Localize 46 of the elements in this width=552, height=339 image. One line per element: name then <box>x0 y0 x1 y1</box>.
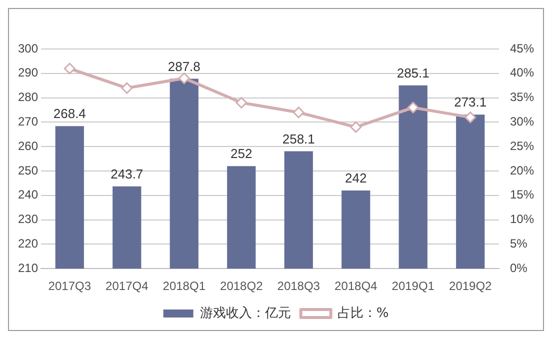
point <box>407 102 419 114</box>
y-tick-label: 260 <box>18 138 38 153</box>
y2-tick-label: 25% <box>510 138 534 153</box>
x-tick-label: 2019Q2 <box>449 279 492 294</box>
y2-tick-label: 35% <box>510 90 534 104</box>
y2-tick-label: 40% <box>510 66 534 80</box>
legend-label: 占比：% <box>337 306 389 321</box>
data-label: 258.1 <box>282 131 315 146</box>
legend-label: 游戏收入：亿元 <box>200 306 291 321</box>
y-tick-label: 280 <box>18 90 38 104</box>
data-label: 285.1 <box>396 65 430 80</box>
y2-tick-label: 5% <box>510 236 528 251</box>
data-label: 287.8 <box>168 58 200 74</box>
x-tick-label: 2018Q4 <box>334 279 378 294</box>
point <box>178 72 190 84</box>
x-tick-label: 2017Q4 <box>106 279 149 294</box>
y2-tick-label: 45% <box>510 41 534 56</box>
y-tick-label: 250 <box>18 163 38 178</box>
x-tick-label: 2018Q2 <box>220 279 264 294</box>
y2-tick-label: 30% <box>510 114 534 129</box>
point <box>292 106 304 118</box>
x-tick-label: 2018Q1 <box>162 279 206 294</box>
y-tick-label: 220 <box>18 236 38 251</box>
data-label: 242 <box>345 170 367 186</box>
y2-tick-label: 15% <box>510 188 534 202</box>
y-tick-label: 270 <box>18 114 38 129</box>
data-label: 252 <box>230 146 252 162</box>
y2-tick-label: 0% <box>510 260 528 275</box>
point <box>121 82 133 94</box>
y-tick-label: 210 <box>18 260 38 275</box>
x-tick-label: 2017Q3 <box>48 279 92 294</box>
point <box>464 112 476 124</box>
point <box>236 96 248 108</box>
data-label: 243.7 <box>110 166 144 182</box>
data-label: 268.4 <box>53 106 86 122</box>
point <box>64 62 76 74</box>
y-tick-label: 240 <box>18 188 38 202</box>
x-tick-label: 2018Q3 <box>277 279 320 294</box>
y-tick-label: 290 <box>18 66 38 80</box>
y2-tick-label: 20% <box>510 163 534 178</box>
x-tick-label: 2019Q1 <box>392 279 435 294</box>
data-label: 273.1 <box>454 94 487 110</box>
y2-tick-label: 10% <box>510 212 534 226</box>
y-tick-label: 300 <box>18 41 38 56</box>
y-tick-label: 230 <box>18 212 38 226</box>
point <box>350 121 362 133</box>
